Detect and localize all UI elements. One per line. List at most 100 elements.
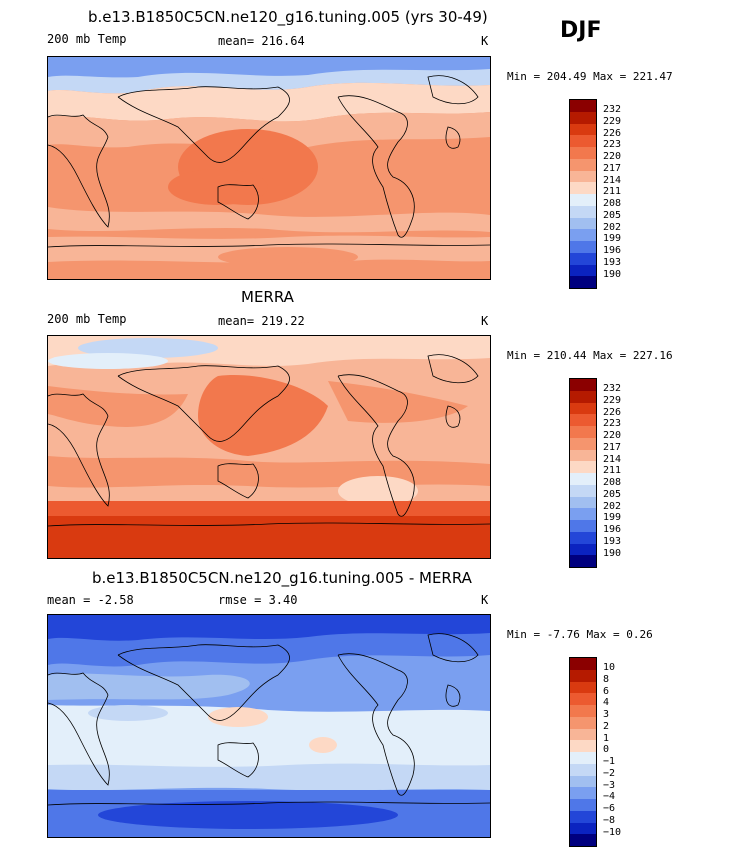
panel-1-variable-label: 200 mb Temp — [47, 32, 127, 46]
colorbar-swatch — [570, 752, 596, 764]
colorbar-tick-label: 1 — [603, 732, 610, 744]
colorbar-tick-label: −4 — [603, 791, 616, 803]
colorbar-swatch — [570, 787, 596, 799]
colorbar-swatch — [570, 170, 596, 183]
colorbar-swatch — [570, 437, 596, 450]
colorbar-tick-label: 196 — [603, 245, 622, 256]
colorbar-swatch — [570, 555, 596, 567]
panel-3-rmse-label: rmse = 3.40 — [218, 593, 298, 607]
colorbar-tick-label: 0 — [603, 744, 610, 756]
colorbar-tick-label: 205 — [603, 209, 622, 221]
colorbar-swatch — [570, 252, 596, 265]
colorbar-tick-label: 220 — [603, 151, 622, 162]
colorbar-tick-label: 232 — [603, 383, 622, 394]
colorbar-tick-label: −6 — [603, 803, 616, 814]
colorbar-swatch — [570, 100, 596, 112]
panel-3-colorbar — [569, 657, 597, 847]
season-label: DJF — [560, 18, 602, 43]
colorbar-tick-label: −8 — [603, 814, 616, 826]
colorbar-swatch — [570, 810, 596, 823]
colorbar-swatch — [570, 543, 596, 556]
colorbar-swatch — [570, 728, 596, 741]
colorbar-swatch — [570, 496, 596, 509]
colorbar-tick-label: 214 — [603, 174, 622, 186]
panel-1-map — [47, 56, 491, 280]
colorbar-swatch — [570, 693, 596, 705]
panel-2-title: MERRA — [241, 288, 294, 306]
colorbar-tick-label: 226 — [603, 127, 622, 139]
colorbar-tick-label: 193 — [603, 535, 622, 547]
panel-1-title: b.e13.B1850C5CN.ne120_g16.tuning.005 (yr… — [88, 8, 488, 26]
panel-2-map — [47, 335, 491, 559]
colorbar-swatch — [570, 147, 596, 159]
colorbar-tick-label: 199 — [603, 512, 622, 524]
colorbar-swatch — [570, 775, 596, 788]
colorbar-swatch — [570, 217, 596, 230]
colorbar-swatch — [570, 111, 596, 124]
colorbar-swatch — [570, 799, 596, 811]
colorbar-tick-label: 217 — [603, 162, 622, 174]
colorbar-swatch — [570, 763, 596, 776]
colorbar-tick-label: 190 — [603, 547, 622, 559]
colorbar-swatch — [570, 276, 596, 288]
colorbar-swatch — [570, 123, 596, 136]
colorbar-swatch — [570, 822, 596, 835]
panel-2-contour-plot — [48, 336, 490, 558]
colorbar-swatch — [570, 390, 596, 403]
colorbar-swatch — [570, 426, 596, 438]
colorbar-swatch — [570, 681, 596, 694]
colorbar-swatch — [570, 473, 596, 485]
colorbar-tick-label: 220 — [603, 430, 622, 441]
colorbar-swatch — [570, 241, 596, 253]
colorbar-swatch — [570, 194, 596, 206]
colorbar-tick-label: 4 — [603, 697, 610, 709]
panel-3-title: b.e13.B1850C5CN.ne120_g16.tuning.005 - M… — [92, 569, 472, 587]
panel-2-mean-label: mean= 219.22 — [218, 314, 305, 328]
colorbar-swatch — [570, 402, 596, 415]
panel-3-map — [47, 614, 491, 838]
colorbar-tick-label: 205 — [603, 488, 622, 500]
colorbar-swatch — [570, 449, 596, 462]
colorbar-tick-label: 6 — [603, 685, 610, 697]
colorbar-swatch — [570, 264, 596, 277]
panel-3-contour-plot — [48, 615, 490, 837]
colorbar-swatch — [570, 229, 596, 241]
colorbar-swatch — [570, 158, 596, 171]
colorbar-swatch — [570, 705, 596, 717]
colorbar-tick-label: 223 — [603, 139, 622, 151]
colorbar-tick-label: 214 — [603, 453, 622, 465]
panel-1-colorbar — [569, 99, 597, 289]
colorbar-tick-label: 229 — [603, 394, 622, 406]
panel-1-mean-label: mean= 216.64 — [218, 34, 305, 48]
colorbar-swatch — [570, 205, 596, 218]
colorbar-tick-label: 199 — [603, 233, 622, 245]
colorbar-tick-label: −2 — [603, 767, 616, 779]
colorbar-swatch — [570, 484, 596, 497]
panel-3-mean-label: mean = -2.58 — [47, 593, 134, 607]
colorbar-tick-label: 217 — [603, 441, 622, 453]
colorbar-tick-label: 232 — [603, 104, 622, 115]
colorbar-swatch — [570, 520, 596, 532]
colorbar-swatch — [570, 461, 596, 473]
colorbar-swatch — [570, 379, 596, 391]
colorbar-tick-label: 190 — [603, 268, 622, 280]
colorbar-swatch — [570, 716, 596, 729]
colorbar-tick-label: 229 — [603, 115, 622, 127]
colorbar-tick-label: 202 — [603, 221, 622, 233]
colorbar-tick-label: −1 — [603, 756, 616, 767]
colorbar-tick-label: 226 — [603, 406, 622, 418]
colorbar-swatch — [570, 531, 596, 544]
colorbar-tick-label: −3 — [603, 779, 616, 791]
panel-3-unit-label: K — [481, 593, 489, 607]
colorbar-tick-label: 208 — [603, 198, 622, 209]
colorbar-tick-label: 3 — [603, 709, 610, 720]
panel-2-minmax-label: Min = 210.44 Max = 227.16 — [507, 349, 673, 362]
colorbar-tick-label: 223 — [603, 418, 622, 430]
colorbar-tick-label: −10 — [603, 826, 622, 838]
colorbar-tick-label: 196 — [603, 524, 622, 535]
panel-2-unit-label: K — [481, 314, 489, 328]
colorbar-tick-label: 10 — [603, 662, 616, 673]
colorbar-tick-label: 211 — [603, 465, 622, 477]
colorbar-tick-label: 2 — [603, 720, 610, 732]
colorbar-swatch — [570, 669, 596, 682]
